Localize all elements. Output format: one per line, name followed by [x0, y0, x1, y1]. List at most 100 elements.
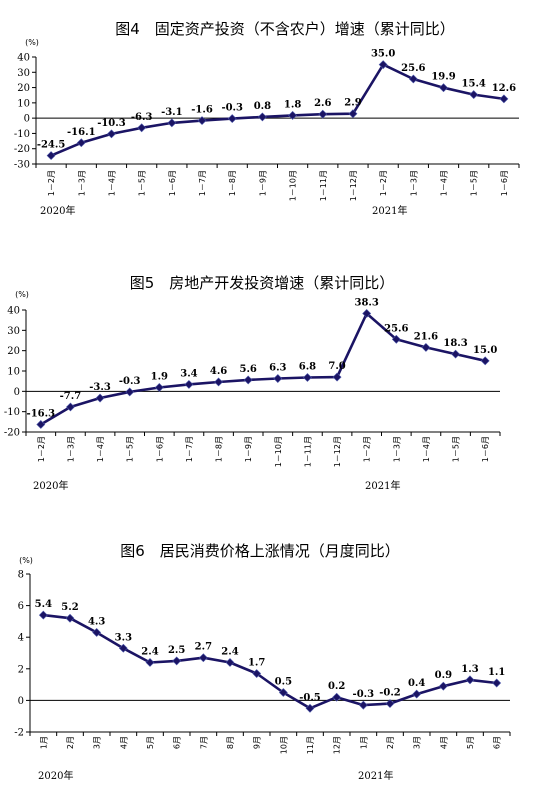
data-label: 0.9 [435, 670, 452, 681]
x-tick-label: 1－4月 [96, 436, 105, 462]
x-tick-label: 1－3月 [392, 436, 401, 462]
year-label: 2020年 [40, 204, 75, 217]
data-label: -24.5 [37, 140, 66, 151]
x-tick-label: 1－9月 [244, 436, 253, 462]
x-tick-label: 3月 [413, 736, 422, 749]
data-point [358, 700, 368, 710]
data-point [145, 658, 155, 667]
data-point [451, 349, 460, 359]
x-tick-label: 1－6月 [168, 170, 177, 196]
data-label: 3.4 [180, 368, 197, 379]
data-point [167, 118, 177, 128]
data-point [438, 681, 448, 691]
data-point [378, 60, 388, 70]
x-tick-label: 4月 [439, 736, 448, 749]
y-tick-label: 0 [14, 387, 20, 398]
data-label: 6.8 [299, 362, 316, 373]
x-tick-label: 1－5月 [138, 170, 147, 196]
x-tick-label: 1－6月 [155, 436, 164, 462]
x-tick-label: 1－3月 [77, 170, 86, 196]
x-tick-label: 1－8月 [228, 170, 237, 196]
series-line [43, 613, 497, 710]
year-label: 2021年 [358, 769, 393, 782]
x-tick-label: 1－3月 [66, 436, 75, 462]
y-tick-label: 30 [7, 326, 20, 337]
x-tick-label: 1－5月 [126, 436, 135, 462]
x-tick-label: 3月 [93, 736, 102, 749]
data-label: 0.2 [328, 681, 345, 692]
chart-title: 图4 固定资产投资（不含农户）增速（累计同比） [115, 20, 455, 38]
x-tick-label: 4月 [119, 736, 128, 749]
y-tick-label: 40 [7, 306, 20, 317]
y-tick-label: 10 [7, 367, 20, 378]
data-point [36, 420, 46, 429]
y-tick-label: 0 [18, 696, 24, 707]
x-tick-label: 2月 [386, 736, 395, 749]
y-tick-label: -2 [14, 728, 24, 739]
x-tick-label: 1－11月 [303, 436, 312, 467]
y-tick-label: -10 [4, 407, 20, 418]
y-tick-label: 20 [17, 83, 30, 94]
data-point [65, 613, 75, 623]
data-point [95, 393, 105, 403]
y-unit-label: (%) [25, 38, 39, 47]
chart-title: 图5 房地产开发投资增速（累计同比） [130, 274, 395, 292]
year-label: 2021年 [365, 479, 400, 492]
chart-1: 图4 固定资产投资（不含农户）增速（累计同比） (%) -30 -20 -10 0 10 20… [14, 20, 520, 217]
y-tick-label: 0 [24, 114, 30, 125]
data-point [225, 658, 235, 667]
x-tick-label: 10月 [279, 736, 288, 754]
data-point [499, 94, 509, 104]
data-point [362, 309, 372, 318]
data-label: 1.3 [461, 664, 478, 675]
y-tick-label: 40 [17, 53, 30, 64]
data-label: -0.3 [221, 103, 243, 114]
data-label: 6.3 [269, 363, 286, 374]
data-point [412, 689, 422, 699]
data-label: 19.9 [431, 72, 455, 83]
data-label: 1.7 [248, 658, 265, 669]
year-label: 2021年 [372, 204, 407, 217]
data-point [46, 151, 56, 161]
x-tick-label: 1－4月 [422, 436, 431, 462]
data-point [385, 699, 395, 708]
data-point [172, 656, 182, 666]
x-tick-label: 1－7月 [185, 436, 194, 462]
data-label: -0.5 [299, 692, 321, 703]
data-label: -0.3 [353, 689, 375, 700]
data-label: 0.5 [275, 677, 292, 688]
x-tick-label: 1－5月 [452, 436, 461, 462]
data-point [288, 110, 298, 120]
x-tick-label: 1－6月 [481, 436, 490, 462]
y-tick-label: 10 [17, 98, 30, 109]
data-label: 2.5 [168, 645, 185, 656]
y-tick-label: -20 [4, 428, 20, 439]
data-point [66, 402, 75, 412]
data-label: -1.6 [191, 105, 213, 116]
data-point [492, 678, 502, 688]
data-point [391, 334, 401, 344]
data-label: 21.6 [414, 331, 438, 342]
data-label: 3.3 [115, 632, 132, 643]
y-tick-label: -10 [14, 129, 30, 140]
data-point [273, 374, 283, 383]
data-label: 18.3 [443, 338, 467, 349]
x-tick-label: 1－2月 [37, 436, 46, 462]
data-label: 4.6 [210, 366, 227, 377]
data-label: 5.4 [35, 599, 52, 610]
data-label: -16.1 [67, 127, 96, 138]
x-tick-label: 1－2月 [363, 436, 372, 462]
data-label: 2.4 [141, 646, 158, 657]
x-tick-label: 1－10月 [274, 436, 283, 467]
data-point [348, 109, 358, 119]
data-label: 1.1 [488, 667, 505, 678]
data-point [332, 692, 342, 702]
chart-3: 图6 居民消费价格上涨情况（月度同比） (%) -2 0 2 4 6 8 1月 2月 3月 4月 5月 6… [14, 542, 511, 782]
y-tick-label: 8 [18, 570, 24, 581]
y-tick-label: 2 [18, 664, 24, 675]
x-tick-label: 1月 [359, 736, 368, 749]
data-point [318, 109, 328, 119]
data-point [227, 114, 237, 124]
y-unit-label: (%) [19, 556, 33, 565]
